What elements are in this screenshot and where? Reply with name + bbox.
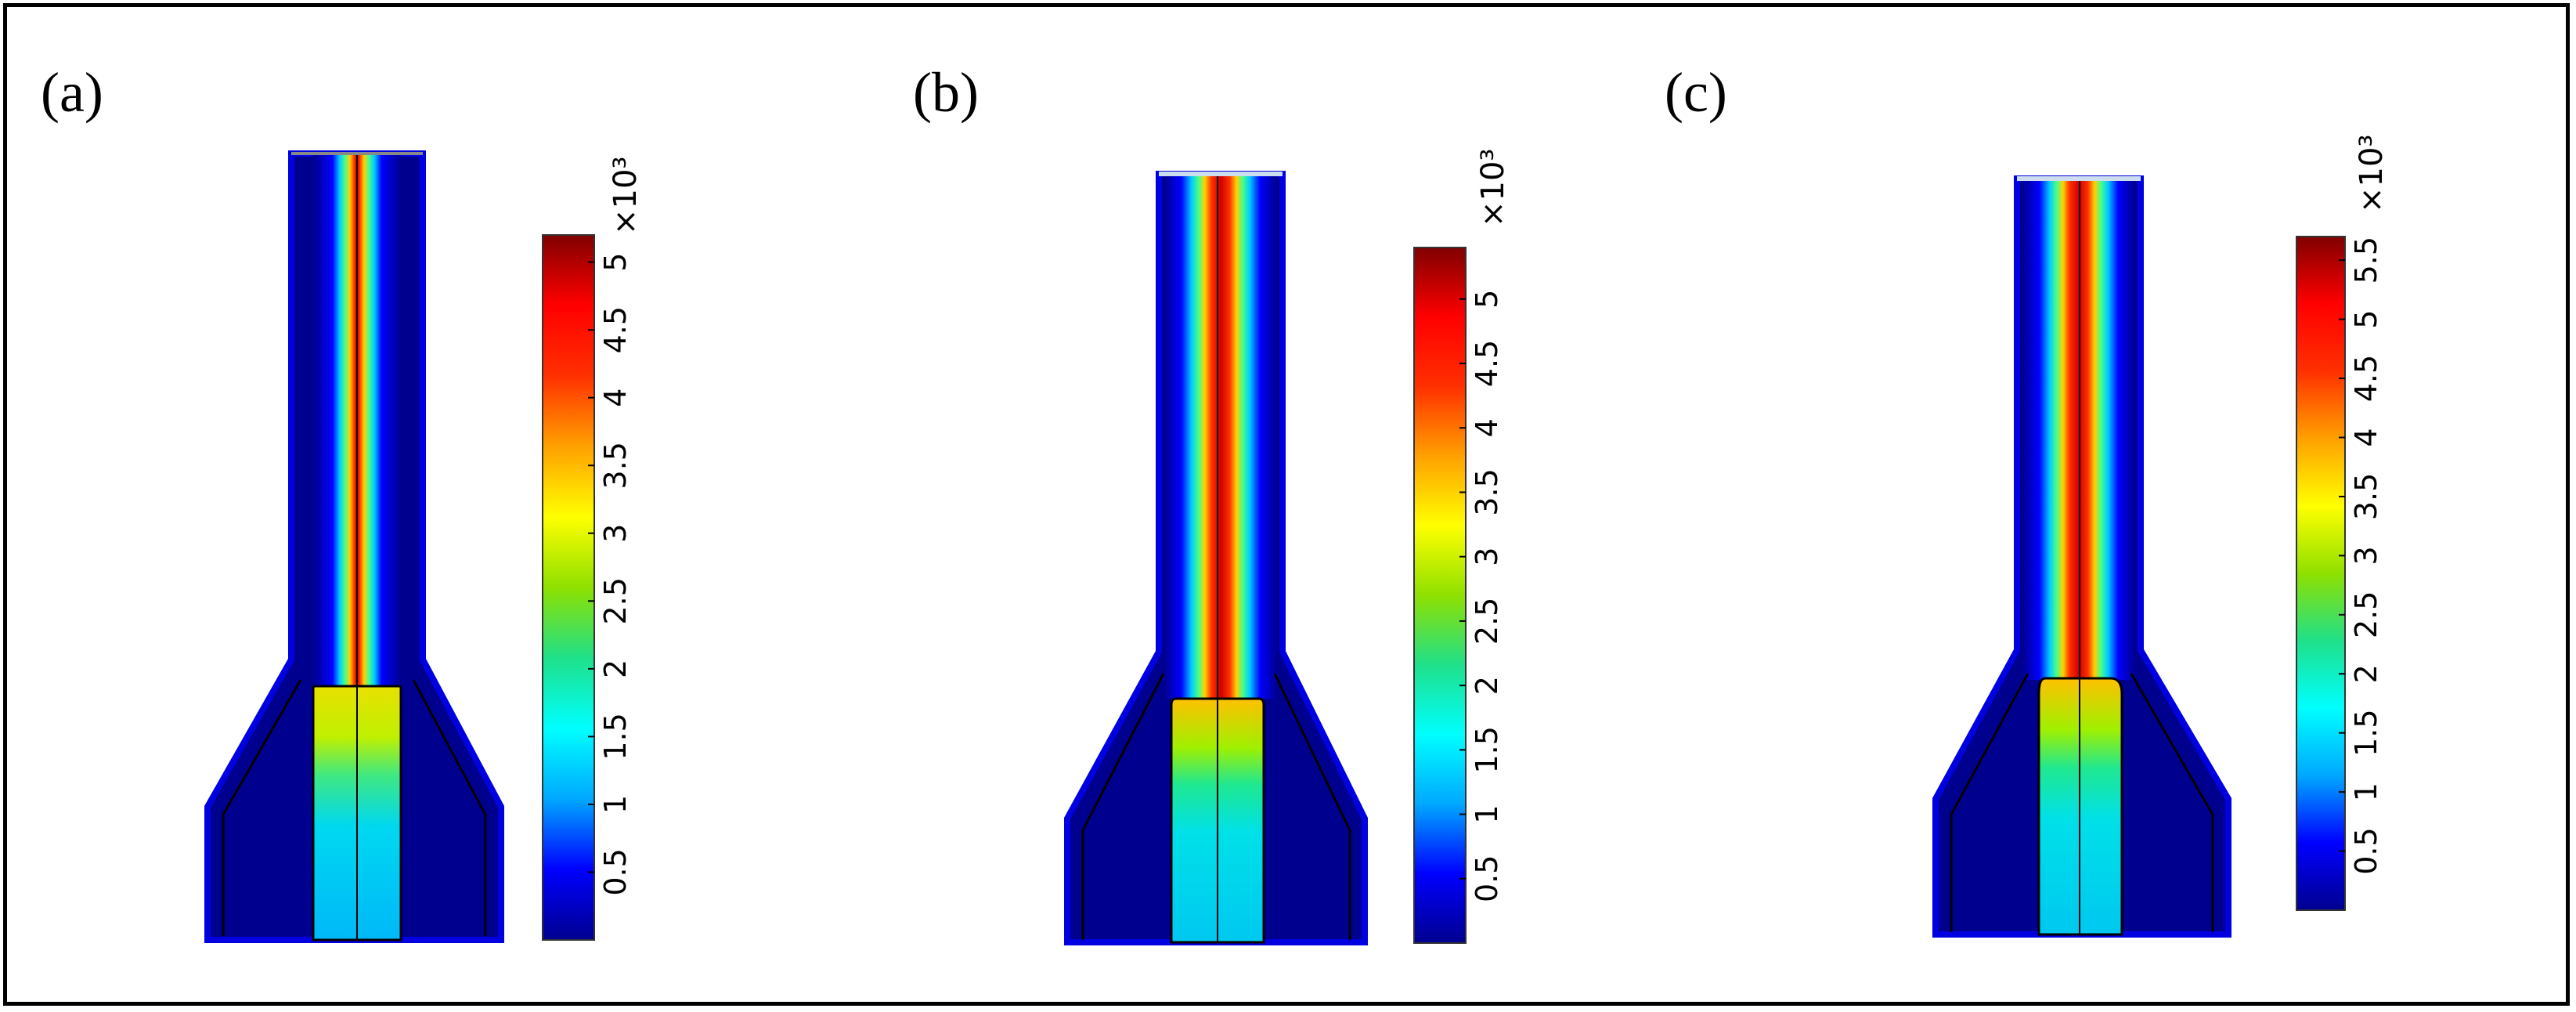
colorbar-tick-label: 5.5 [2349,237,2383,284]
figure-frame [3,3,2570,1006]
panel-b: (b) ×10³ 0.5 1 1.5 2 2.5 3 3.5 4 4.5 5 [913,61,1511,945]
colorbar-tick-label: 1.5 [1470,726,1504,773]
colorbar: ×10³ 0.5 1 1.5 2 2.5 3 3.5 4 4.5 5 [542,157,644,941]
colorbar-multiplier: ×10³ [2354,135,2390,213]
colorbar-tick-label: 1.5 [598,713,633,760]
colorbar: ×10³ 0.5 1 1.5 2 2.5 3 3.5 4 4.5 5 5.5 [2296,135,2390,911]
colorbar-tick-label: 3 [2349,546,2383,565]
colorbar-tick-label: 4.5 [1470,340,1504,387]
colorbar-tick-label: 2 [2349,664,2383,683]
panel-a: (a) ×10³ 0.5 1 1.5 2 2.5 3 3.5 4 4.5 5 [41,61,644,943]
nozzle-contour-plot [1064,171,1368,945]
colorbar-gradient [1413,247,1467,944]
colorbar-tick-label: 4 [2349,428,2383,446]
panel-label: (c) [1665,61,1727,124]
colorbar-tick-label: 3.5 [2349,473,2383,520]
colorbar-tick-label: 1 [2349,782,2383,801]
panel-label: (a) [41,61,103,124]
nozzle-contour-plot [204,150,504,943]
colorbar-tick-label: 0.5 [598,848,633,895]
colorbar-tick-label: 2.5 [1470,598,1504,645]
colorbar-tick-label: 4.5 [2349,355,2383,402]
colorbar-gradient [542,234,595,941]
panel-c: (c) ×10³ 0.5 1 1.5 2 2.5 3 3.5 4 4.5 5 5.5 [1665,61,2390,938]
colorbar-tick-label: 0.5 [2349,827,2383,874]
colorbar: ×10³ 0.5 1 1.5 2 2.5 3 3.5 4 4.5 5 [1413,149,1511,944]
colorbar-tick-label: 3.5 [1470,468,1504,515]
colorbar-tick-label: 2.5 [2349,591,2383,638]
colorbar-multiplier: ×10³ [1475,149,1511,227]
colorbar-multiplier: ×10³ [608,157,644,235]
colorbar-tick-label: 1 [1470,804,1504,823]
colorbar-tick-label: 3 [598,524,633,543]
colorbar-tick-label: 4.5 [598,306,633,353]
colorbar-tick-label: 3.5 [598,442,633,489]
colorbar-tick-label: 2.5 [598,577,633,624]
colorbar-tick-label: 1 [598,795,633,814]
colorbar-tick-label: 2 [598,660,633,678]
colorbar-gradient [2296,236,2346,911]
colorbar-tick-label: 1.5 [2349,709,2383,756]
colorbar-tick-label: 3 [1470,548,1504,566]
colorbar-tick-label: 5 [1470,290,1504,309]
colorbar-tick-label: 0.5 [1470,855,1504,902]
colorbar-tick-label: 4 [1470,418,1504,437]
nozzle-contour-plot [1932,175,2231,938]
panel-label: (b) [913,61,979,124]
colorbar-tick-label: 5 [2349,310,2383,329]
colorbar-tick-label: 5 [598,253,633,272]
colorbar-tick-label: 2 [1470,676,1504,695]
colorbar-tick-label: 4 [598,389,633,407]
